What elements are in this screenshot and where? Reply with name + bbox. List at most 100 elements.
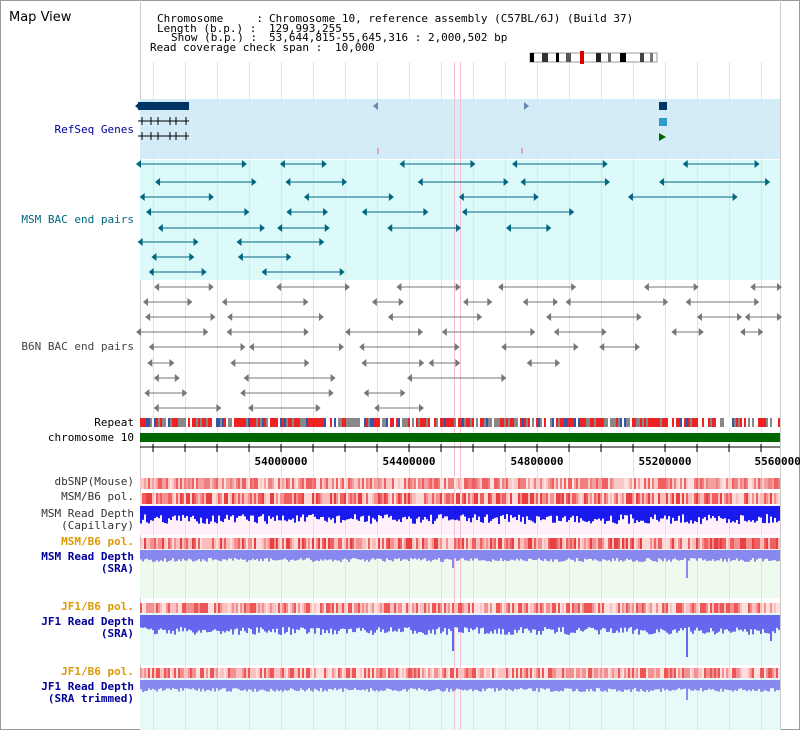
track-label-jf1-depth-sra[interactable]: JF1 Read Depth (41, 615, 134, 628)
dbsnp-strip-segment (618, 478, 620, 489)
msm-pol-strip-segment (350, 493, 352, 504)
track-label-msm-bac[interactable]: MSM BAC end pairs (21, 213, 134, 226)
jf1-pol-2-strip-segment (582, 668, 584, 678)
track-label-msm-b6-pol-2[interactable]: MSM/B6 pol. (61, 535, 134, 548)
dbsnp-strip-segment (622, 478, 624, 489)
jf1-pol-2-strip-segment (452, 668, 454, 678)
jf1-pol-2-strip-segment (436, 668, 438, 678)
msm-sra-depth-bar (248, 550, 250, 561)
track-label-refseq[interactable]: RefSeq Genes (54, 123, 134, 136)
msm-sra-depth-bar (410, 550, 412, 559)
jf1-sra-depth-bar (144, 615, 146, 628)
track-label-jf1-b6-pol-2[interactable]: JF1/B6 pol. (61, 665, 134, 678)
jf1-pol-strip-segment (422, 603, 424, 613)
msm-cap-depth-bar (524, 506, 526, 524)
msm-pol-strip-segment (520, 493, 522, 504)
track-label-jf1-depth-trim[interactable]: JF1 Read Depth (41, 680, 134, 693)
repeat-segment (562, 418, 564, 427)
msm-sra-depth-bar (690, 550, 692, 559)
chromosome-value: Chromosome 10, reference assembly (C57BL… (269, 12, 634, 25)
repeat-segment (426, 418, 428, 427)
msm-pol-2-strip-segment (446, 538, 448, 549)
jf1-sra-depth-bar (638, 615, 640, 635)
jf1-pol-strip-segment (196, 603, 198, 613)
msm-pol-strip-segment (564, 493, 566, 504)
chromosome-label: Chromosome : (157, 12, 263, 25)
msm-cap-depth-bar (658, 506, 660, 522)
repeat-segment (520, 418, 522, 427)
repeat-segment (230, 418, 232, 427)
msm-cap-depth-bar (594, 506, 596, 519)
repeat-segment (354, 418, 356, 427)
track-label-dbsnp[interactable]: dbSNP(Mouse) (54, 475, 134, 488)
jf1-sra-depth-bar (766, 615, 768, 634)
jf1-pol-2-strip-segment (778, 668, 780, 678)
msm-pol-strip-segment (222, 493, 224, 504)
msm-cap-depth-bar (628, 506, 630, 524)
track-label-jf1-b6-pol[interactable]: JF1/B6 pol. (61, 600, 134, 613)
msm-pol-2-strip-segment (632, 538, 634, 549)
repeat-segment (260, 418, 262, 427)
track-label-msm-b6-pol[interactable]: MSM/B6 pol. (61, 490, 134, 503)
msm-sra-depth-bar (186, 550, 188, 561)
repeat-segment (416, 418, 418, 427)
jf1-trim-depth-bar (196, 680, 198, 691)
dbsnp-strip-segment (236, 478, 238, 489)
jf1-trim-depth-bar (412, 680, 414, 689)
msm-pol-strip-segment (620, 493, 622, 504)
track-label-msm-depth-cap[interactable]: MSM Read Depth (41, 507, 134, 520)
msm-pol-2-strip-segment (776, 538, 778, 549)
jf1-pol-strip-segment (484, 603, 486, 613)
jf1-trim-depth-bar (214, 680, 216, 692)
dbsnp-strip-segment (456, 478, 458, 489)
dbsnp-strip-segment (616, 478, 618, 489)
dbsnp-strip-segment (550, 478, 552, 489)
ideogram-band (566, 53, 571, 62)
track-label-msm-depth-sra[interactable]: MSM Read Depth (41, 550, 134, 563)
dbsnp-strip-segment (606, 478, 608, 489)
msm-pol-strip-segment (572, 493, 574, 504)
jf1-sra-depth-bar (332, 615, 334, 635)
jf1-trim-depth-bar (418, 680, 420, 689)
msm-pol-strip-segment (510, 493, 512, 504)
jf1-pol-strip-segment (542, 603, 544, 613)
msm-pol-strip-segment (318, 493, 320, 504)
msm-sra-depth-bar (662, 550, 664, 562)
msm-cap-depth-bar (412, 506, 414, 524)
msm-pol-2-strip-segment (206, 538, 208, 549)
jf1-pol-strip-segment (622, 603, 624, 613)
track-label-b6n-bac[interactable]: B6N BAC end pairs (21, 340, 134, 353)
msm-cap-depth-bar (768, 506, 770, 524)
b6n-bac-pair-arrow (565, 298, 571, 306)
msm-sra-depth-bar (760, 550, 762, 559)
msm-sra-depth-bar (314, 550, 316, 562)
msm-sra-depth-bar (544, 550, 546, 559)
msm-pol-strip-segment (378, 493, 380, 504)
msm-cap-depth-bar (672, 506, 674, 518)
jf1-trim-depth-bar (232, 680, 234, 689)
repeat-segment (742, 418, 744, 427)
dbsnp-strip-segment (758, 478, 760, 489)
msm-cap-depth-bar (330, 506, 332, 520)
jf1-pol-2-strip-segment (218, 668, 220, 678)
jf1-pol-2-strip-segment (588, 668, 590, 678)
jf1-pol-2-strip-segment (742, 668, 744, 678)
dbsnp-strip-segment (690, 478, 692, 489)
jf1-pol-strip-segment (214, 603, 216, 613)
msm-cap-depth-bar (212, 506, 214, 516)
jf1-trim-depth-bar (224, 680, 226, 689)
msm-bac-pair-arrow (627, 193, 633, 201)
jf1-pol-2-strip-segment (528, 668, 530, 678)
b6n-bac-pair-arrow (643, 283, 649, 291)
jf1-trim-depth-bar (144, 680, 146, 692)
repeat-segment (550, 418, 552, 427)
msm-cap-depth-bar (492, 506, 494, 520)
msm-pol-strip-segment (360, 493, 362, 504)
jf1-pol-2-strip-segment (666, 668, 668, 678)
track-label-repeat[interactable]: Repeat (94, 416, 134, 429)
msm-bac-pair-arrow (342, 178, 348, 186)
track-label-chromosome[interactable]: chromosome 10 (47, 431, 134, 444)
repeat-segment (532, 418, 534, 427)
msm-pol-strip-segment (310, 493, 312, 504)
